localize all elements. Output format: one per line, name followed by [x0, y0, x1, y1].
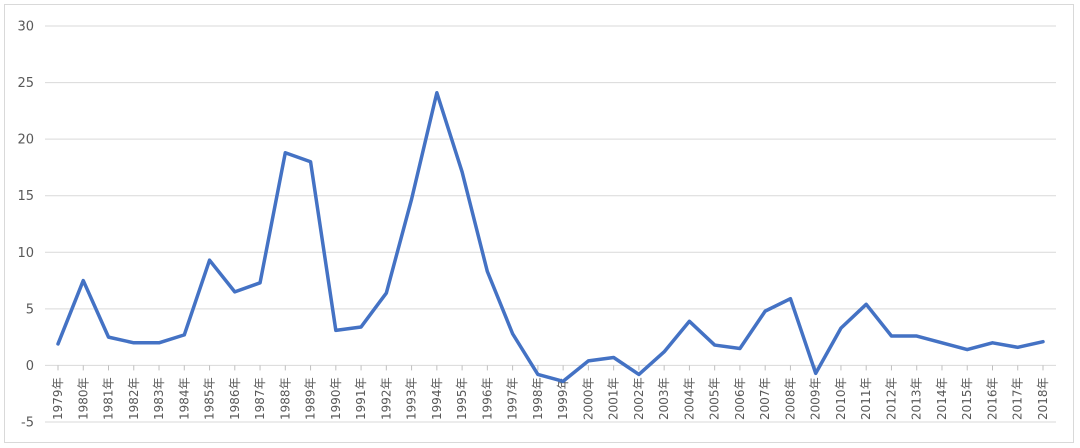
gridlines: [45, 25, 1056, 423]
data-point: [612, 356, 615, 359]
x-tick-label: 1992年: [379, 377, 393, 420]
y-axis-ticks: 30 25 20 15 10 5 0 -5: [17, 20, 34, 431]
data-point: [587, 359, 590, 363]
data-point: [233, 290, 236, 294]
x-tick-label: 1986年: [228, 377, 242, 420]
data-point: [309, 160, 312, 163]
x-tick-label: 2016年: [985, 377, 999, 420]
x-tick-label: 1985年: [203, 377, 217, 420]
x-tick-label: 2014年: [935, 377, 949, 420]
x-tick-label: 1994年: [430, 377, 444, 420]
data-point: [940, 341, 944, 344]
x-tick-label: 2002年: [632, 377, 646, 420]
x-tick-label: 1988年: [278, 377, 292, 420]
data-point: [410, 197, 413, 201]
x-tick-label: 1979年: [51, 377, 65, 420]
x-tick-label: 1997年: [506, 377, 520, 420]
x-tick-label: 2003年: [657, 377, 671, 420]
data-point: [688, 320, 691, 323]
data-point: [183, 333, 186, 337]
data-point: [258, 281, 262, 285]
series-group: [56, 91, 1045, 384]
x-tick-label: 2015年: [960, 377, 974, 420]
x-tick-label: 1984年: [177, 377, 191, 420]
x-tick-label: 2013年: [910, 377, 924, 420]
x-tick-label: 1999年: [556, 377, 570, 420]
data-point: [637, 373, 641, 376]
chart-frame: [4, 4, 1074, 443]
data-point: [991, 341, 994, 344]
data-point: [561, 380, 565, 383]
data-point: [82, 279, 85, 282]
data-point: [435, 91, 439, 94]
y-tick-label: 30: [17, 20, 34, 35]
data-point: [486, 270, 489, 273]
data-point: [865, 303, 868, 306]
x-tick-label: 1987年: [253, 377, 267, 420]
data-point: [460, 170, 464, 174]
x-tick-label: 2012年: [884, 377, 898, 420]
data-point: [839, 326, 843, 330]
data-point: [713, 343, 716, 347]
data-point: [763, 309, 767, 313]
data-point: [132, 341, 135, 344]
data-point: [385, 291, 388, 295]
data-point: [966, 348, 969, 351]
data-point: [890, 334, 893, 338]
y-tick-label: 10: [17, 246, 34, 261]
x-tick-label: 1982年: [127, 377, 141, 420]
data-point: [738, 347, 742, 350]
y-tick-label: 0: [26, 359, 34, 374]
x-tick-label: 1989年: [304, 377, 318, 420]
data-point: [536, 373, 540, 376]
x-tick-label: 1980年: [76, 377, 90, 420]
x-tick-label: 1981年: [102, 377, 116, 420]
x-tick-label: 1983年: [152, 377, 166, 420]
x-tick-label: 2011年: [859, 377, 873, 420]
y-tick-label: 25: [17, 76, 34, 91]
data-point: [789, 297, 792, 300]
data-point: [662, 350, 666, 354]
series-line: [56, 91, 1045, 384]
data-point: [1041, 340, 1045, 343]
x-axis-ticks: 1979年 1980年 1981年 1982年 1983年 1984年 1985年 1986年…: [51, 365, 1050, 420]
x-tick-label: 2010年: [834, 377, 848, 420]
data-point: [334, 329, 338, 332]
x-tick-label: 2001年: [607, 377, 621, 420]
x-tick-label: 2004年: [682, 377, 696, 420]
x-tick-label: 1990年: [329, 377, 343, 420]
y-tick-label: 20: [17, 133, 34, 148]
data-point: [208, 259, 211, 262]
x-tick-label: 2007年: [758, 377, 772, 420]
data-point: [56, 342, 60, 346]
x-tick-label: 1996年: [480, 377, 494, 420]
x-tick-label: 2000年: [581, 377, 595, 420]
data-point: [284, 151, 287, 154]
x-tick-label: 2017年: [1011, 377, 1025, 420]
x-tick-label: 2009年: [809, 377, 823, 420]
y-tick-label: 5: [26, 302, 34, 317]
x-tick-label: 1991年: [354, 377, 368, 420]
x-tick-label: 1993年: [405, 377, 419, 420]
data-point: [157, 341, 161, 344]
data-point: [915, 334, 918, 338]
y-tick-label: 15: [17, 189, 34, 204]
y-tick-label: -5: [21, 416, 34, 431]
x-tick-label: 1998年: [531, 377, 545, 420]
x-tick-label: 2006年: [733, 377, 747, 420]
data-point: [511, 332, 514, 335]
x-tick-label: 2018年: [1036, 377, 1050, 420]
data-point: [107, 335, 110, 339]
x-tick-label: 2008年: [783, 377, 797, 420]
x-tick-label: 2005年: [708, 377, 722, 420]
data-point: [814, 372, 817, 375]
data-point: [1016, 346, 1019, 349]
data-point: [359, 325, 363, 329]
x-tick-label: 1995年: [455, 377, 469, 420]
